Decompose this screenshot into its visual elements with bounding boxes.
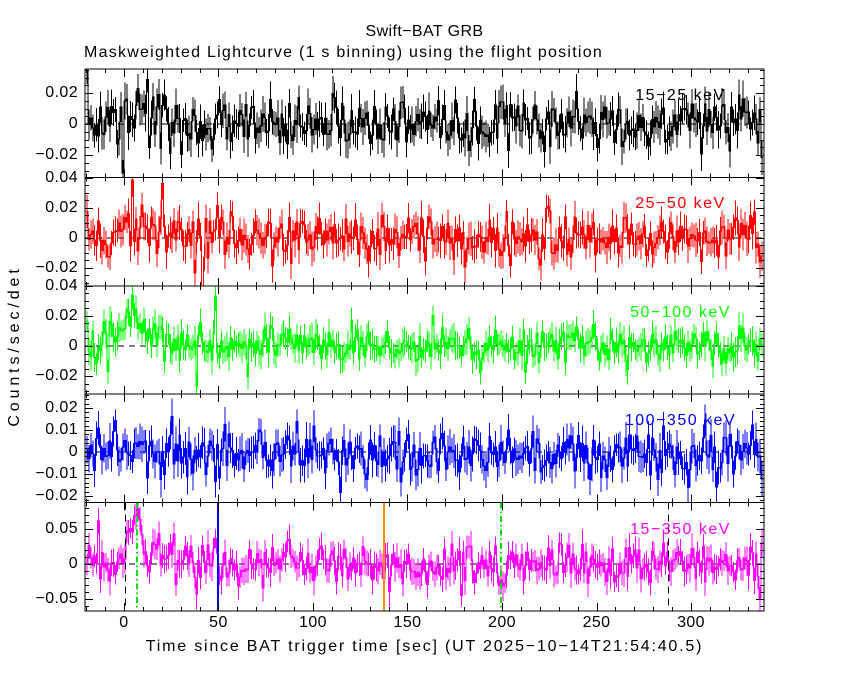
x-tick-label: 200 bbox=[488, 614, 516, 631]
step-line bbox=[86, 179, 763, 286]
error-bars bbox=[86, 502, 763, 612]
y-tick-label: 0.05 bbox=[45, 519, 78, 537]
y-tick-label: 0.04 bbox=[45, 276, 78, 294]
panel-label-2: 50−100 keV bbox=[630, 303, 731, 321]
x-tick-label: 0 bbox=[119, 614, 129, 631]
y-tick-label: 0.04 bbox=[45, 168, 78, 186]
axis-ticks bbox=[85, 69, 764, 178]
axis-ticks bbox=[85, 177, 764, 286]
axis-ticks bbox=[85, 394, 764, 503]
x-tick-label: 250 bbox=[582, 614, 611, 631]
x-tick-label: 50 bbox=[209, 614, 228, 631]
y-tick-label: 0.02 bbox=[45, 84, 78, 102]
y-tick-label: 0 bbox=[68, 443, 78, 461]
y-tick-label: −0.01 bbox=[35, 465, 78, 483]
axis-ticks bbox=[85, 285, 764, 395]
y-tick-label: 0.02 bbox=[45, 306, 78, 324]
chart-title: Swift−BAT GRB bbox=[365, 23, 484, 40]
x-tick-label: 100 bbox=[299, 614, 327, 631]
step-line bbox=[86, 70, 763, 174]
y-tick-label: −0.05 bbox=[35, 590, 78, 608]
y-tick-label: −0.02 bbox=[35, 146, 78, 164]
panel-data-2 bbox=[86, 285, 763, 395]
y-tick-label: 0 bbox=[68, 555, 78, 572]
y-tick-label: −0.02 bbox=[35, 367, 78, 385]
chart-subtitle: Maskweighted Lightcurve (1 s binning) us… bbox=[84, 44, 603, 61]
y-tick-label: 0 bbox=[68, 337, 78, 354]
x-tick-label: 300 bbox=[677, 614, 705, 631]
panel-data-3 bbox=[86, 398, 763, 503]
y-tick-label: 0.02 bbox=[45, 399, 78, 417]
step-line bbox=[86, 415, 763, 493]
panel-data-1 bbox=[86, 177, 763, 286]
y-tick-label: 0 bbox=[68, 228, 78, 246]
step-line bbox=[86, 508, 763, 600]
panel-label-3: 100−350 keV bbox=[624, 412, 737, 430]
panel-frame bbox=[84, 502, 765, 612]
x-tick-label: 150 bbox=[393, 614, 422, 631]
step-line bbox=[86, 294, 763, 387]
x-axis-label: Time since BAT trigger time [sec] (UT 20… bbox=[145, 638, 704, 655]
panel-label-4: 15−350 keV bbox=[630, 520, 731, 538]
y-tick-label: 0.02 bbox=[45, 198, 78, 216]
y-tick-label: 0.01 bbox=[45, 421, 78, 439]
y-axis-label: Counts/sec/det bbox=[6, 265, 23, 427]
panel-label-1: 25−50 keV bbox=[635, 195, 726, 213]
panel-label-0: 15−25 keV bbox=[635, 87, 726, 104]
axis-ticks bbox=[85, 502, 764, 611]
y-tick-label: −0.02 bbox=[35, 487, 78, 504]
y-tick-label: −0.02 bbox=[35, 258, 78, 276]
y-tick-label: 0 bbox=[68, 115, 78, 133]
panel-data-0 bbox=[86, 69, 763, 178]
panel-data-4 bbox=[86, 502, 763, 612]
